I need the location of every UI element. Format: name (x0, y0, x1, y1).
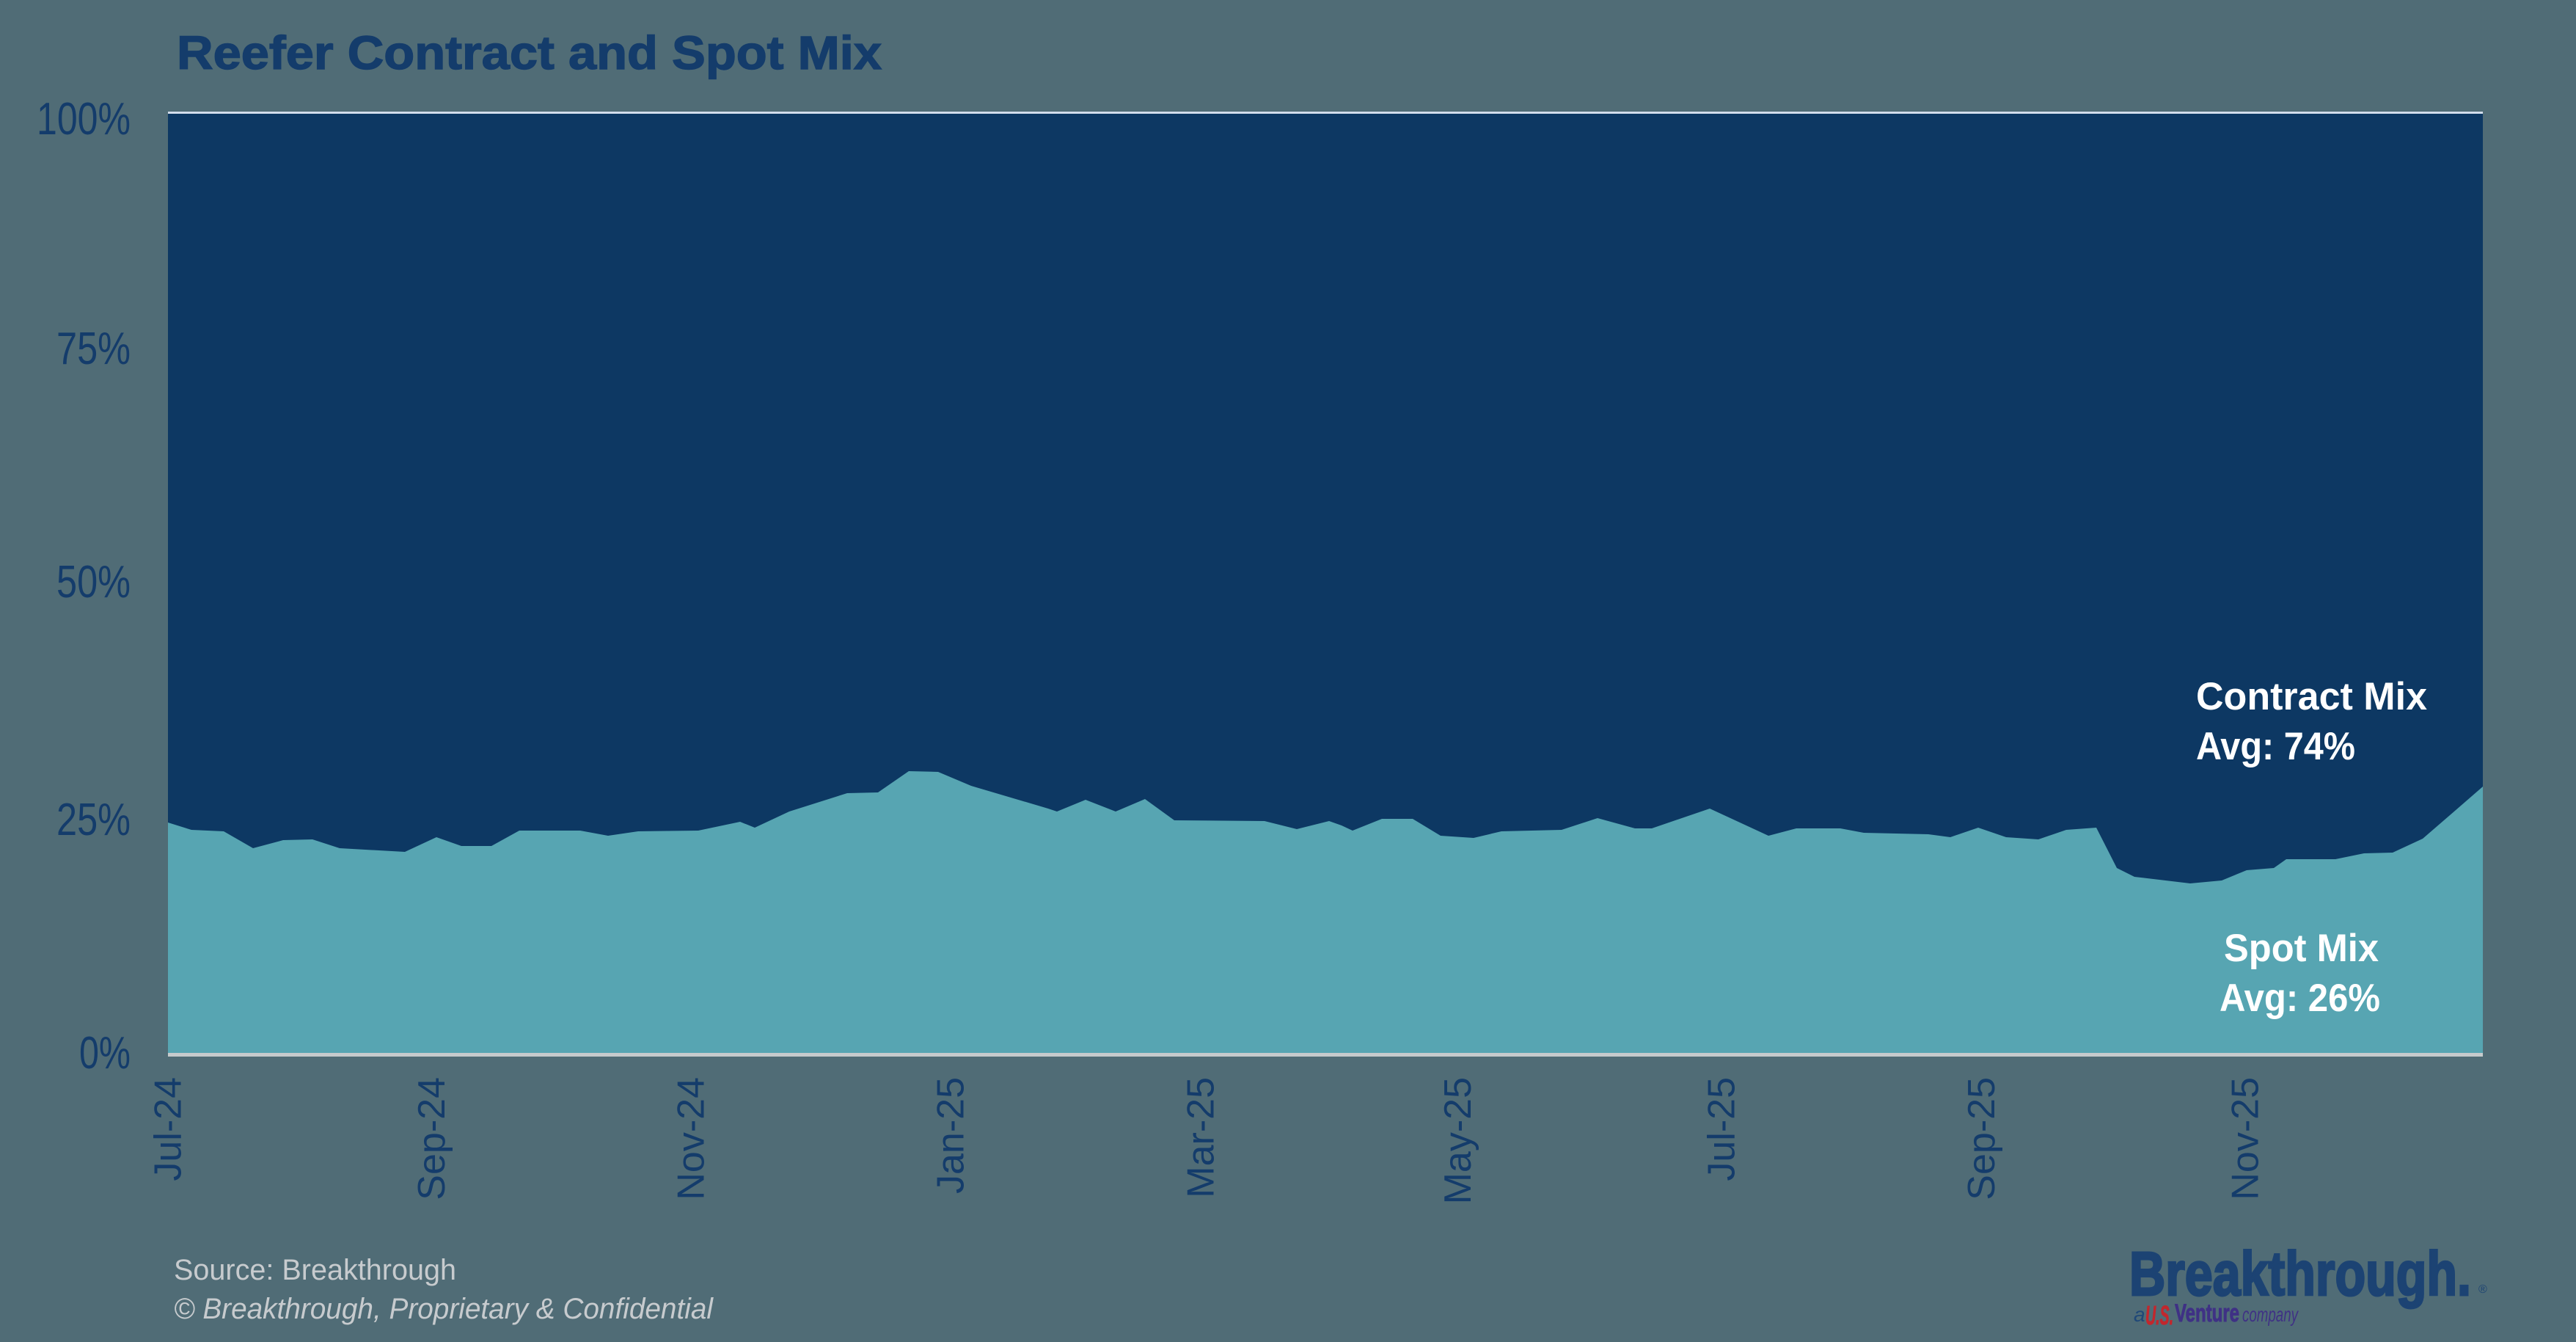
svg-text:Nov-24: Nov-24 (670, 1077, 713, 1200)
svg-text:®: ® (2478, 1283, 2487, 1296)
svg-text:Spot Mix: Spot Mix (2224, 927, 2379, 970)
svg-text:© Breakthrough, Proprietary &: © Breakthrough, Proprietary & Confidenti… (174, 1293, 714, 1325)
svg-text:0%: 0% (79, 1028, 131, 1079)
svg-text:50%: 50% (56, 557, 131, 608)
svg-text:Venture: Venture (2175, 1299, 2239, 1327)
svg-text:100%: 100% (37, 94, 131, 145)
svg-text:Sep-24: Sep-24 (411, 1077, 453, 1200)
svg-text:Mar-25: Mar-25 (1180, 1077, 1223, 1198)
svg-text:Jul-25: Jul-25 (1701, 1077, 1743, 1181)
svg-text:Source: Breakthrough: Source: Breakthrough (174, 1254, 456, 1286)
svg-text:75%: 75% (56, 324, 131, 374)
svg-text:U.S.: U.S. (2145, 1300, 2173, 1330)
svg-text:Sep-25: Sep-25 (1961, 1077, 2003, 1200)
svg-text:Avg: 26%: Avg: 26% (2220, 977, 2380, 1020)
svg-text:Avg: 74%: Avg: 74% (2196, 725, 2355, 768)
svg-text:a: a (2134, 1303, 2145, 1326)
svg-text:Jan-25: Jan-25 (930, 1077, 973, 1194)
svg-text:Nov-25: Nov-25 (2225, 1077, 2267, 1200)
svg-text:May-25: May-25 (1437, 1077, 1479, 1204)
svg-text:25%: 25% (56, 795, 131, 845)
svg-text:company: company (2242, 1303, 2299, 1326)
svg-text:Breakthrough.: Breakthrough. (2129, 1239, 2471, 1308)
svg-text:Contract Mix: Contract Mix (2196, 675, 2428, 718)
svg-text:Jul-24: Jul-24 (147, 1077, 190, 1181)
svg-text:Reefer Contract and Spot Mix: Reefer Contract and Spot Mix (177, 26, 882, 79)
